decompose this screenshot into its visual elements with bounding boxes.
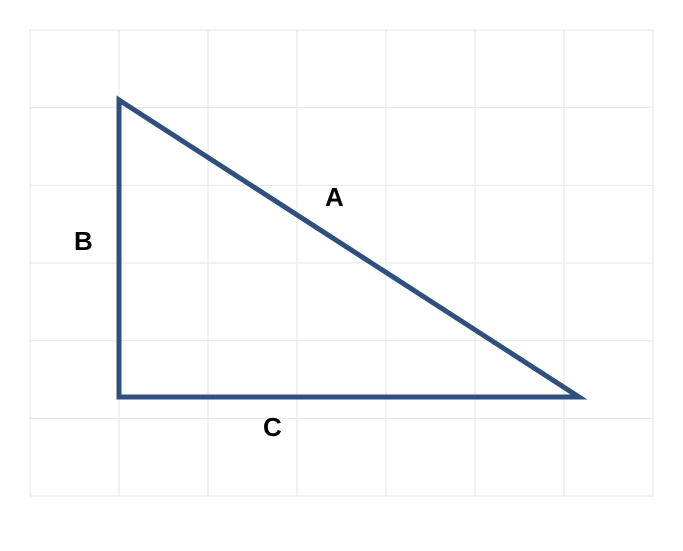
triangle-shape — [119, 100, 579, 397]
diagram-canvas: A B C — [0, 0, 683, 551]
edge-label-a: A — [325, 182, 344, 213]
edge-label-c: C — [263, 412, 282, 443]
diagram-svg — [0, 0, 683, 551]
edge-label-b: B — [74, 226, 93, 257]
